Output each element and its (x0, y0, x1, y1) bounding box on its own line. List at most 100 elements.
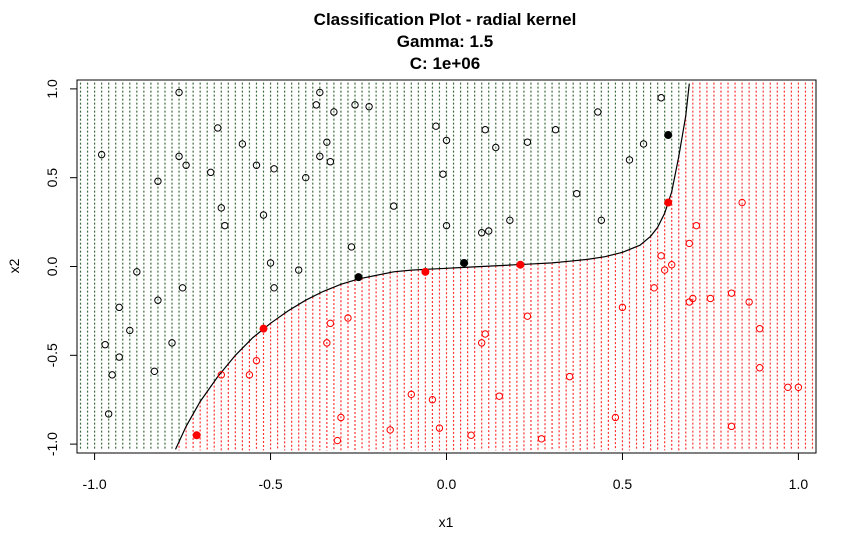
x-tick-label: 0.5 (613, 476, 633, 492)
data-point-black (347, 243, 356, 251)
data-point-black (316, 88, 324, 97)
data-point-red (565, 372, 574, 381)
data-point-black (178, 284, 187, 292)
data-point-red (495, 392, 503, 400)
decision-region-grid (79, 82, 814, 451)
x-tick-label: 1.0 (789, 476, 809, 492)
data-point-black (597, 216, 606, 225)
y-tick-label: -0.5 (44, 343, 60, 367)
x-axis-label: x1 (439, 514, 454, 530)
data-point-black (365, 102, 373, 111)
data-point-red (435, 424, 444, 432)
data-point-black (252, 161, 261, 169)
data-point-black (351, 101, 359, 109)
y-axis: -1.0 -0.5 0.0 0.5 1.0 (44, 79, 78, 456)
data-point-black (295, 266, 303, 274)
data-point-red (692, 221, 701, 230)
support-vector-red (259, 324, 268, 333)
data-point-red (755, 364, 764, 372)
data-point-black (594, 108, 602, 116)
data-point-black (330, 108, 338, 116)
data-point-black (485, 227, 493, 235)
data-point-red (784, 383, 792, 391)
data-point-red (333, 436, 342, 445)
data-point-black (214, 124, 222, 132)
data-point-black (442, 221, 451, 230)
support-vector-red (192, 431, 201, 440)
data-point-red (794, 383, 803, 391)
data-point-black (492, 143, 500, 152)
data-point-black (259, 211, 268, 219)
data-point-red (727, 289, 736, 297)
data-point-red (755, 324, 764, 333)
data-point-black (207, 168, 215, 177)
support-vector-red (421, 267, 430, 276)
data-point-black (150, 367, 159, 375)
x-axis: -1.0 -0.5 0.0 0.5 1.0 (83, 452, 809, 492)
data-point-red (657, 252, 665, 260)
chart-subtitle-cost: C: 1e+06 (410, 54, 480, 73)
y-axis-label: x2 (6, 258, 22, 273)
data-point-red (685, 239, 694, 248)
data-point-black (133, 268, 141, 276)
data-point-red (611, 413, 620, 422)
data-point-black (270, 165, 278, 173)
data-point-black (154, 177, 162, 185)
data-point-black (477, 229, 486, 237)
data-point-black (266, 259, 275, 267)
data-point-black (551, 126, 560, 134)
support-vector-red (516, 260, 525, 269)
data-point-black (108, 371, 116, 379)
data-point-red (738, 198, 746, 207)
data-point-black (126, 326, 134, 335)
data-point-red (523, 312, 532, 320)
data-point-red (727, 422, 736, 431)
data-point-black (221, 221, 229, 230)
data-point-red (252, 356, 261, 365)
data-point-black (97, 150, 106, 159)
data-point-red (217, 371, 225, 379)
data-point-red (344, 314, 352, 322)
data-point-black (270, 284, 278, 292)
x-tick-label: -1.0 (83, 476, 107, 492)
data-point-black (326, 158, 335, 166)
x-tick-label: -0.5 (258, 476, 282, 492)
data-point-red (407, 390, 416, 399)
data-point-black (168, 339, 176, 347)
data-point-black (238, 140, 247, 148)
data-point-black (154, 296, 162, 304)
data-point-black (101, 340, 109, 349)
chart-subtitle-gamma: Gamma: 1.5 (397, 32, 493, 51)
chart-title: Classification Plot - radial kernel (314, 10, 577, 29)
data-point-black (104, 410, 113, 418)
support-vector-black (460, 258, 469, 267)
data-point-red (323, 339, 331, 347)
data-point-black (115, 303, 123, 312)
data-point-red (689, 294, 697, 303)
data-point-red (660, 266, 669, 274)
support-vector-red (664, 198, 673, 207)
data-point-red (745, 298, 753, 306)
data-point-black (175, 152, 183, 161)
data-point-black (432, 122, 440, 130)
data-point-black (481, 126, 489, 134)
data-point-red (685, 298, 694, 306)
y-tick-label: 0.5 (44, 168, 60, 188)
data-point-red (650, 284, 658, 292)
data-point-red (467, 431, 475, 439)
data-point-black (323, 138, 331, 146)
data-point-red (326, 319, 335, 328)
data-point-black (302, 173, 310, 182)
y-tick-label: 1.0 (44, 79, 60, 99)
data-point-black (442, 136, 451, 145)
data-point-red (537, 435, 546, 443)
data-point-red (477, 339, 486, 347)
data-point-black (217, 204, 225, 212)
x-tick-label: 0.0 (437, 476, 457, 492)
data-point-black (115, 353, 123, 361)
data-point-red (428, 396, 437, 404)
data-point-black (312, 101, 320, 109)
data-point-black (439, 170, 447, 178)
data-point-red (618, 303, 627, 312)
data-point-red (386, 426, 394, 434)
